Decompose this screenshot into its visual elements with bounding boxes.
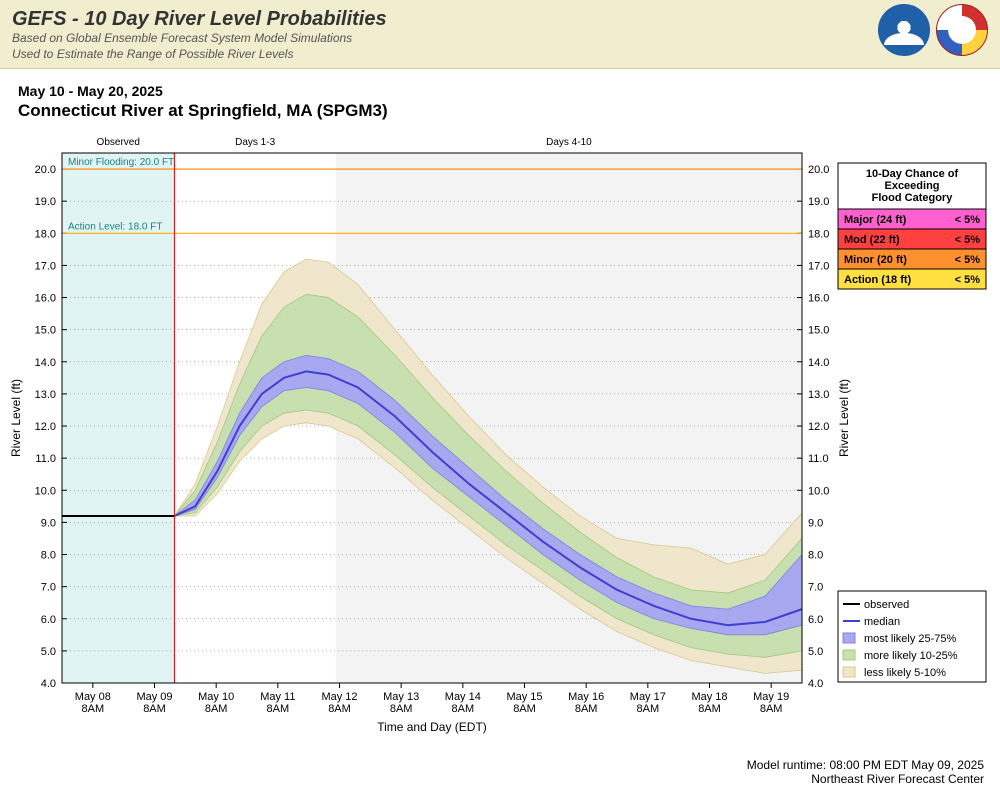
station-title: Connecticut River at Springfield, MA (SP… [18, 101, 1000, 121]
svg-text:15.0: 15.0 [35, 325, 56, 337]
svg-text:median: median [864, 616, 900, 628]
svg-text:9.0: 9.0 [808, 518, 823, 530]
svg-text:8AM: 8AM [698, 703, 721, 715]
svg-text:12.0: 12.0 [35, 421, 56, 433]
svg-text:May 19: May 19 [753, 691, 789, 703]
subtitle-1: Based on Global Ensemble Forecast System… [12, 31, 988, 47]
footer: Model runtime: 08:00 PM EDT May 09, 2025… [747, 758, 984, 786]
svg-text:8AM: 8AM [452, 703, 475, 715]
svg-text:May 18: May 18 [691, 691, 727, 703]
header: GEFS - 10 Day River Level Probabilities … [0, 0, 1000, 69]
svg-text:observed: observed [864, 599, 909, 611]
svg-text:14.0: 14.0 [35, 357, 56, 369]
svg-text:17.0: 17.0 [35, 261, 56, 273]
forecast-center: Northeast River Forecast Center [747, 772, 984, 786]
svg-text:May 09: May 09 [136, 691, 172, 703]
svg-text:more likely 10-25%: more likely 10-25% [864, 650, 958, 662]
svg-text:River Level (ft): River Level (ft) [9, 379, 23, 457]
svg-text:16.0: 16.0 [808, 293, 829, 305]
river-level-chart: 4.0 4.0 5.0 5.0 6.0 6.0 7.0 7.0 8.0 8.0 9.0 9.0 10.0… [0, 123, 1000, 763]
svg-text:8.0: 8.0 [41, 550, 56, 562]
svg-text:20.0: 20.0 [808, 164, 829, 176]
svg-text:< 5%: < 5% [955, 234, 981, 246]
svg-text:most likely 25-75%: most likely 25-75% [864, 633, 957, 645]
svg-text:May 10: May 10 [198, 691, 234, 703]
svg-text:19.0: 19.0 [35, 196, 56, 208]
page-title: GEFS - 10 Day River Level Probabilities [12, 8, 988, 31]
agency-logos [878, 4, 988, 56]
svg-text:13.0: 13.0 [808, 389, 829, 401]
svg-text:6.0: 6.0 [41, 614, 56, 626]
svg-text:May 16: May 16 [568, 691, 604, 703]
svg-text:8AM: 8AM [143, 703, 166, 715]
svg-text:less likely 5-10%: less likely 5-10% [864, 667, 946, 679]
svg-text:Minor (20 ft): Minor (20 ft) [844, 254, 907, 266]
svg-text:Action (18 ft): Action (18 ft) [844, 274, 912, 286]
svg-text:9.0: 9.0 [41, 518, 56, 530]
svg-text:19.0: 19.0 [808, 196, 829, 208]
svg-text:8AM: 8AM [328, 703, 351, 715]
svg-text:8AM: 8AM [760, 703, 783, 715]
svg-text:< 5%: < 5% [955, 254, 981, 266]
nws-logo-icon [936, 4, 988, 56]
svg-text:8AM: 8AM [205, 703, 228, 715]
svg-text:Days 4-10: Days 4-10 [546, 137, 592, 148]
svg-text:May 13: May 13 [383, 691, 419, 703]
svg-text:20.0: 20.0 [35, 164, 56, 176]
svg-text:14.0: 14.0 [808, 357, 829, 369]
model-runtime: Model runtime: 08:00 PM EDT May 09, 2025 [747, 758, 984, 772]
svg-text:Action Level: 18.0 FT: Action Level: 18.0 FT [68, 221, 163, 232]
svg-text:7.0: 7.0 [41, 582, 56, 594]
svg-text:8.0: 8.0 [808, 550, 823, 562]
svg-text:8AM: 8AM [575, 703, 598, 715]
svg-text:5.0: 5.0 [808, 646, 823, 658]
svg-text:13.0: 13.0 [35, 389, 56, 401]
svg-text:Mod (22 ft): Mod (22 ft) [844, 234, 900, 246]
svg-text:11.0: 11.0 [35, 453, 56, 465]
svg-text:< 5%: < 5% [955, 274, 981, 286]
svg-text:17.0: 17.0 [808, 261, 829, 273]
svg-text:7.0: 7.0 [808, 582, 823, 594]
svg-text:8AM: 8AM [82, 703, 105, 715]
svg-text:18.0: 18.0 [35, 228, 56, 240]
subtitle-2: Used to Estimate the Range of Possible R… [12, 47, 988, 63]
svg-text:Days 1-3: Days 1-3 [235, 137, 275, 148]
svg-text:18.0: 18.0 [808, 228, 829, 240]
svg-text:Minor Flooding: 20.0 FT: Minor Flooding: 20.0 FT [68, 157, 174, 168]
svg-text:5.0: 5.0 [41, 646, 56, 658]
svg-text:15.0: 15.0 [808, 325, 829, 337]
svg-text:10.0: 10.0 [808, 485, 829, 497]
svg-text:4.0: 4.0 [808, 678, 823, 690]
svg-text:May 15: May 15 [506, 691, 542, 703]
svg-text:4.0: 4.0 [41, 678, 56, 690]
svg-text:11.0: 11.0 [808, 453, 829, 465]
svg-text:Observed: Observed [97, 137, 140, 148]
svg-text:8AM: 8AM [267, 703, 290, 715]
svg-text:May 08: May 08 [75, 691, 111, 703]
svg-text:8AM: 8AM [513, 703, 536, 715]
svg-text:6.0: 6.0 [808, 614, 823, 626]
svg-text:River Level (ft): River Level (ft) [837, 379, 851, 457]
svg-text:May 17: May 17 [630, 691, 666, 703]
svg-text:16.0: 16.0 [35, 293, 56, 305]
svg-text:May 14: May 14 [445, 691, 481, 703]
svg-text:8AM: 8AM [637, 703, 660, 715]
noaa-logo-icon [878, 4, 930, 56]
svg-text:10.0: 10.0 [35, 485, 56, 497]
svg-text:12.0: 12.0 [808, 421, 829, 433]
date-range: May 10 - May 20, 2025 [18, 83, 1000, 99]
svg-text:8AM: 8AM [390, 703, 413, 715]
svg-text:May 12: May 12 [321, 691, 357, 703]
svg-text:< 5%: < 5% [955, 214, 981, 226]
svg-text:May 11: May 11 [260, 691, 295, 703]
svg-text:Major (24 ft): Major (24 ft) [844, 214, 907, 226]
svg-text:Time and Day (EDT): Time and Day (EDT) [377, 720, 487, 734]
